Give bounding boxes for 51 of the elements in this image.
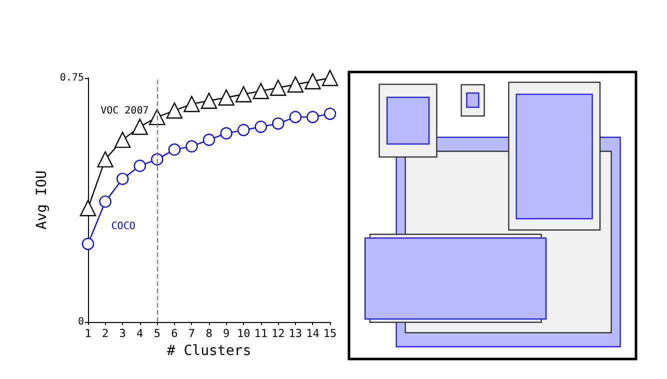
point (289, 110, 302, 124)
x-tick-label: 13 (288, 327, 302, 340)
x-tick-label: 5 (154, 327, 160, 340)
point (168, 143, 181, 156)
series-label: COCO (111, 221, 136, 232)
point (99, 196, 112, 208)
point (254, 120, 267, 133)
x-tick-label: 10 (236, 327, 250, 340)
x-tick-label: 2 (102, 327, 109, 340)
point (114, 132, 131, 148)
series-label: VOC 2007 (100, 105, 149, 116)
point (324, 108, 336, 120)
point (252, 82, 269, 100)
x-tick-label: 7 (188, 327, 196, 340)
x-tick-label: 11 (254, 327, 268, 340)
x-tick-label: 15 (323, 327, 337, 340)
point (97, 151, 114, 168)
x-tick-label: 1 (84, 327, 92, 340)
x-tick-label: 14 (306, 327, 320, 340)
point (322, 70, 338, 86)
y-tick-label: 0.75 (60, 72, 84, 84)
point (149, 108, 166, 126)
point (200, 92, 218, 109)
x-axis-title: # Clusters (166, 343, 252, 359)
point (287, 76, 304, 93)
point (151, 153, 164, 166)
x-tick-label: 12 (272, 327, 285, 340)
point (270, 80, 286, 96)
point (272, 117, 284, 130)
point (218, 89, 234, 106)
point (134, 160, 146, 172)
x-tick-label: 4 (136, 327, 144, 340)
point (184, 96, 200, 112)
point (202, 134, 216, 146)
y-axis-title: Avg IOU (34, 170, 50, 230)
point (304, 73, 321, 90)
x-tick-label: 8 (206, 327, 212, 340)
point (237, 124, 250, 136)
point (132, 118, 148, 135)
point (116, 172, 129, 185)
point (82, 238, 94, 250)
point (306, 110, 319, 124)
x-tick-label: 9 (222, 327, 230, 340)
point (166, 102, 183, 119)
x-tick-label: 6 (171, 327, 178, 340)
point (186, 140, 198, 152)
point (235, 86, 252, 102)
x-tick-label: 3 (119, 327, 126, 340)
point (220, 127, 232, 140)
y-tick-label: 0 (78, 316, 84, 328)
point (80, 200, 96, 216)
